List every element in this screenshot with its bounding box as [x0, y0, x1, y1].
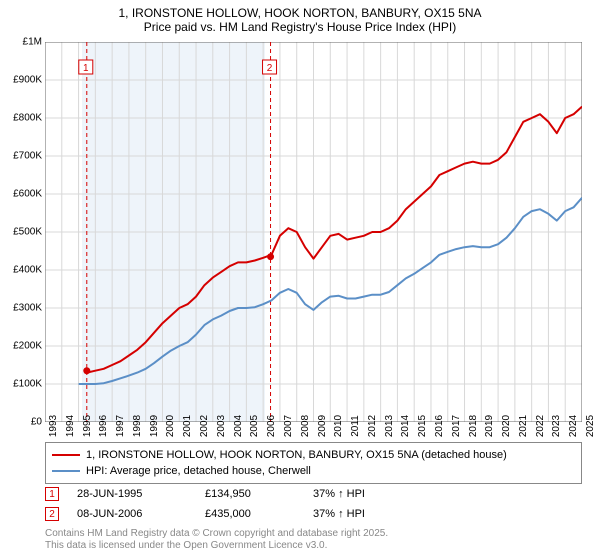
marker-2-icon: 2 [45, 507, 59, 521]
y-tick-label: £0 [31, 417, 42, 428]
x-tick-label: 2020 [501, 415, 512, 437]
transaction-price: £435,000 [205, 508, 295, 520]
x-tick-label: 2006 [266, 415, 277, 437]
footer-attribution: Contains HM Land Registry data © Crown c… [45, 528, 582, 552]
transaction-hpi: 37% ↑ HPI [313, 508, 403, 520]
legend-item-property: 1, IRONSTONE HOLLOW, HOOK NORTON, BANBUR… [52, 447, 575, 463]
transaction-row: 2 08-JUN-2006 £435,000 37% ↑ HPI [45, 504, 582, 524]
x-tick-label: 2007 [283, 415, 294, 437]
x-tick-label: 2002 [199, 415, 210, 437]
x-tick-label: 2009 [317, 415, 328, 437]
legend-swatch-hpi [52, 470, 80, 472]
y-tick-label: £700K [13, 151, 42, 162]
chart-area: 12 £0£100K£200K£300K£400K£500K£600K£700K… [45, 42, 582, 422]
x-tick-label: 2016 [434, 415, 445, 437]
y-tick-label: £500K [13, 227, 42, 238]
legend-label-property: 1, IRONSTONE HOLLOW, HOOK NORTON, BANBUR… [86, 449, 507, 461]
y-tick-label: £600K [13, 189, 42, 200]
marker-1-icon: 1 [45, 487, 59, 501]
y-tick-label: £800K [13, 113, 42, 124]
x-tick-label: 1999 [149, 415, 160, 437]
y-tick-label: £100K [13, 379, 42, 390]
chart-title-block: 1, IRONSTONE HOLLOW, HOOK NORTON, BANBUR… [0, 0, 600, 36]
x-tick-label: 2021 [518, 415, 529, 437]
x-tick-label: 2024 [568, 415, 579, 437]
line-chart-svg: 12 [45, 42, 582, 422]
y-tick-label: £900K [13, 75, 42, 86]
x-tick-label: 2011 [350, 415, 361, 437]
y-tick-label: £400K [13, 265, 42, 276]
footer-line-1: Contains HM Land Registry data © Crown c… [45, 528, 582, 540]
y-tick-label: £200K [13, 341, 42, 352]
transaction-price: £134,950 [205, 488, 295, 500]
x-tick-label: 2005 [249, 415, 260, 437]
transaction-date: 08-JUN-2006 [77, 508, 187, 520]
y-tick-label: £1M [23, 37, 42, 48]
x-tick-label: 2012 [367, 415, 378, 437]
x-tick-label: 2000 [165, 415, 176, 437]
x-tick-label: 1995 [82, 415, 93, 437]
x-tick-label: 2019 [484, 415, 495, 437]
x-tick-label: 2023 [551, 415, 562, 437]
x-tick-label: 1998 [132, 415, 143, 437]
x-tick-label: 2001 [182, 415, 193, 437]
x-tick-label: 1994 [65, 415, 76, 437]
transaction-row: 1 28-JUN-1995 £134,950 37% ↑ HPI [45, 484, 582, 504]
x-tick-label: 1993 [48, 415, 59, 437]
x-tick-label: 2017 [451, 415, 462, 437]
legend: 1, IRONSTONE HOLLOW, HOOK NORTON, BANBUR… [45, 442, 582, 484]
svg-text:2: 2 [267, 63, 273, 74]
x-tick-label: 2013 [384, 415, 395, 437]
transactions-table: 1 28-JUN-1995 £134,950 37% ↑ HPI 2 08-JU… [45, 484, 582, 524]
x-tick-label: 2018 [468, 415, 479, 437]
x-tick-label: 2003 [216, 415, 227, 437]
legend-item-hpi: HPI: Average price, detached house, Cher… [52, 463, 575, 479]
y-tick-label: £300K [13, 303, 42, 314]
title-line-2: Price paid vs. HM Land Registry's House … [0, 20, 600, 34]
x-tick-label: 2022 [535, 415, 546, 437]
x-tick-label: 2014 [400, 415, 411, 437]
x-tick-label: 2025 [585, 415, 596, 437]
x-tick-label: 2010 [333, 415, 344, 437]
footer-line-2: This data is licensed under the Open Gov… [45, 540, 582, 552]
x-tick-label: 1996 [98, 415, 109, 437]
transaction-date: 28-JUN-1995 [77, 488, 187, 500]
legend-label-hpi: HPI: Average price, detached house, Cher… [86, 465, 311, 477]
x-tick-label: 1997 [115, 415, 126, 437]
svg-text:1: 1 [83, 63, 89, 74]
x-tick-label: 2008 [300, 415, 311, 437]
legend-swatch-property [52, 454, 80, 456]
title-line-1: 1, IRONSTONE HOLLOW, HOOK NORTON, BANBUR… [0, 6, 600, 20]
transaction-hpi: 37% ↑ HPI [313, 488, 403, 500]
x-tick-label: 2004 [233, 415, 244, 437]
x-tick-label: 2015 [417, 415, 428, 437]
